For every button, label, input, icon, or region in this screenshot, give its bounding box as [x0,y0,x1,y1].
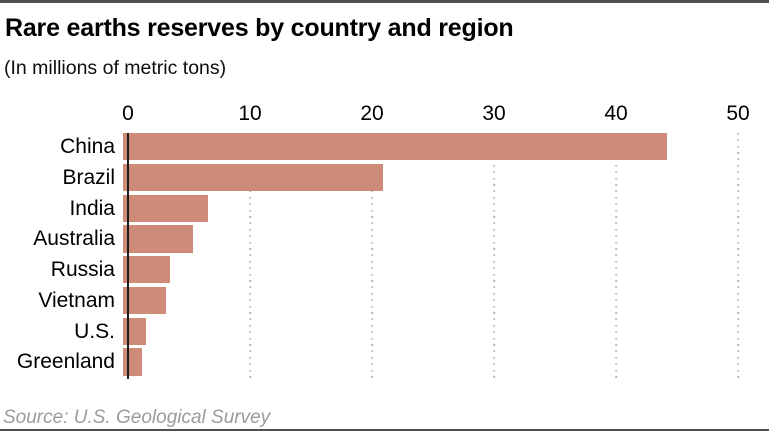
x-axis-ticks: 0 10 20 30 40 50 [122,99,750,129]
category-label: India [69,196,115,220]
bar-track [122,194,740,226]
chart-row: Greenland [0,348,740,379]
bar-track [122,317,740,349]
category-label: U.S. [74,319,115,343]
category-label: Australia [33,227,115,251]
gridline [249,133,251,379]
x-tick-label: 0 [122,102,134,125]
category-label: Greenland [16,350,115,374]
bar-china [123,133,667,161]
category-label: Brazil [62,165,115,189]
chart-row: Brazil [0,163,740,195]
bar-track [122,133,740,164]
category-label: Russia [50,258,115,281]
gridline [737,133,739,379]
chart-row: China [0,133,740,164]
bar-russia [123,256,170,284]
bar-track [122,286,740,318]
x-tick-label: 30 [482,102,506,125]
x-tick-label: 50 [726,102,750,125]
x-tick-label: 40 [604,102,628,125]
bar-track [122,163,740,195]
chart-row: U.S. [0,317,740,349]
bottom-divider [0,428,769,431]
chart-row: Russia [0,256,740,287]
source-attribution: Source: U.S. Geological Survey [3,407,271,428]
top-divider [0,0,769,3]
x-tick-label: 10 [238,102,262,125]
chart-row: Vietnam [0,286,740,318]
chart-row: India [0,194,740,226]
gridline [615,133,617,379]
bar-track [122,225,740,256]
bar-greenland [123,348,142,376]
chart-title: Rare earths reserves by country and regi… [5,14,514,42]
chart-row: Australia [0,225,740,256]
x-tick-label: 20 [360,102,384,125]
chart-subtitle: (In millions of metric tons) [4,57,227,79]
gridline [493,133,495,379]
bar-australia [123,225,194,253]
plot-area [127,133,739,379]
bar-vietnam [123,286,167,315]
gridline [371,133,373,379]
y-axis-line [127,133,129,379]
bar-track [122,256,740,287]
category-label: Vietnam [38,288,115,312]
bar-brazil [123,163,383,192]
bar-india [123,194,209,222]
bar-track [122,348,740,379]
chart-rows: China Brazil India Australia Russia Vietnam U.… [0,133,740,379]
category-label: China [60,135,115,158]
